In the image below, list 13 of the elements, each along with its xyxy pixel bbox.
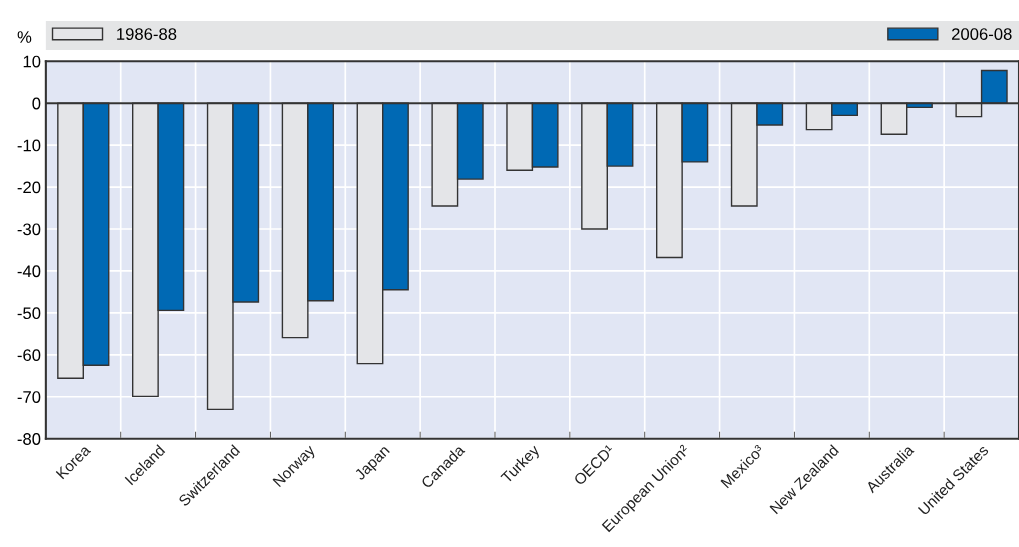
y-tick-label: -20 xyxy=(17,181,41,194)
y-axis-title: % xyxy=(17,31,32,43)
y-tick-label: -50 xyxy=(17,307,41,320)
y-tick-label: -80 xyxy=(17,433,41,445)
legend-label: 2006-08 xyxy=(952,28,1012,40)
legend-label: 1986-88 xyxy=(117,28,177,40)
y-tick-label: 10 xyxy=(23,55,41,68)
y-tick-label: -70 xyxy=(17,391,41,403)
y-tick-label: -10 xyxy=(17,139,41,152)
y-tick-label: -60 xyxy=(17,349,41,362)
y-tick-label: -40 xyxy=(17,265,41,278)
y-tick-label: -30 xyxy=(17,223,41,236)
y-tick-label: 0 xyxy=(32,97,41,110)
